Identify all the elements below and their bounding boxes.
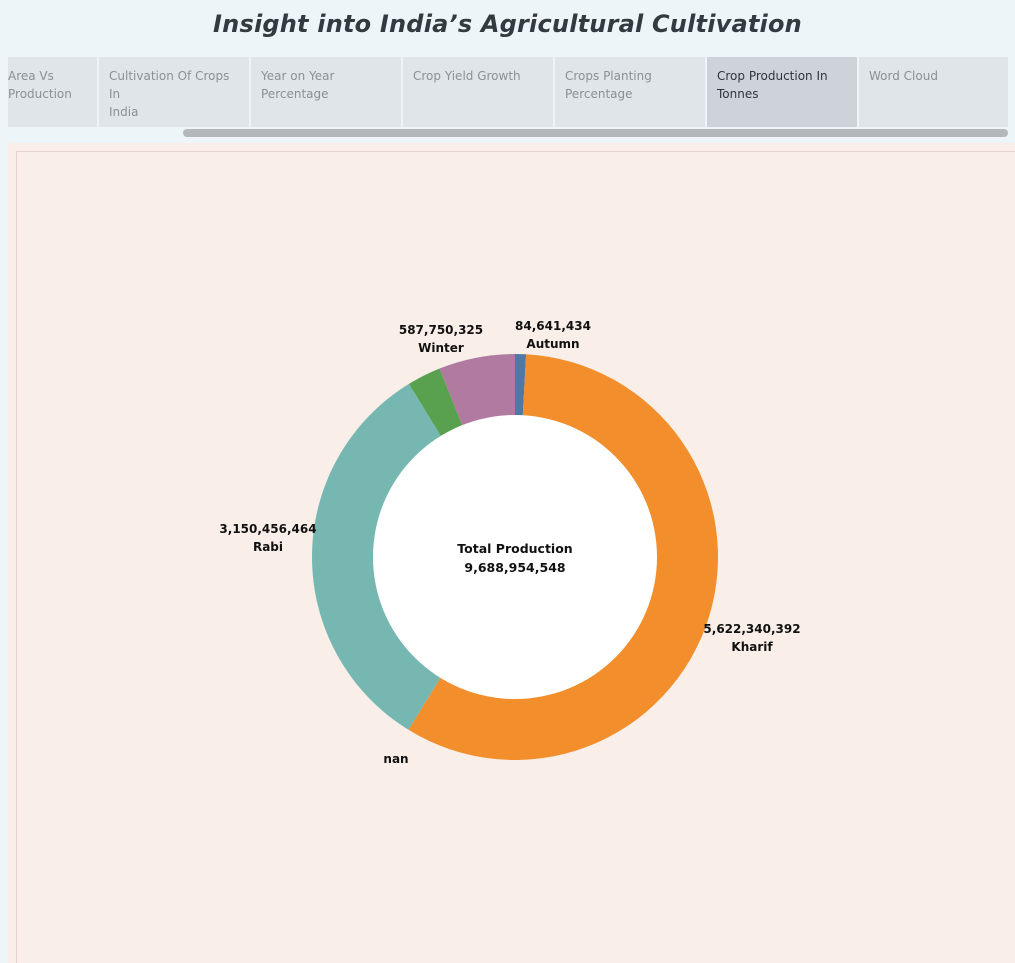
- tab-label-line2: Production: [8, 87, 72, 101]
- slice-value-label-winter: 587,750,325: [399, 323, 483, 337]
- tab-label-line1: Crop Yield Growth: [413, 69, 521, 83]
- center-value: 9,688,954,548: [464, 560, 565, 575]
- slice-value-label-rabi: 3,150,456,464: [219, 522, 316, 536]
- chart-container: [16, 151, 1015, 963]
- center-label: Total Production: [457, 541, 572, 556]
- slice-name-label-nan: nan: [383, 752, 408, 766]
- slice-name-label-winter: Winter: [418, 341, 464, 355]
- tab-label-line2: Tonnes: [717, 87, 759, 101]
- slice-value-label-kharif: 5,622,340,392: [703, 622, 800, 636]
- tab-crops-planting[interactable]: Crops Planting Percentage: [555, 57, 705, 127]
- dashboard-title: Insight into India’s Agricultural Cultiv…: [213, 10, 802, 38]
- tab-label-line2: India: [109, 105, 139, 119]
- tab-label-line1: Crop Production In: [717, 69, 828, 83]
- tab-crop-yield-growth[interactable]: Crop Yield Growth: [403, 57, 553, 127]
- tab-year-on-year[interactable]: Year on Year Percentage: [251, 57, 401, 127]
- tab-area-vs-production[interactable]: Area Vs Production: [8, 57, 97, 127]
- tab-label-line2: Percentage: [261, 87, 329, 101]
- tab-word-cloud[interactable]: Word Cloud: [859, 57, 1008, 127]
- tab-label-line1: Crops Planting: [565, 69, 652, 83]
- story-tab-bar: Area Vs Production Cultivation Of Crops …: [8, 57, 1008, 127]
- slice-name-label-rabi: Rabi: [253, 540, 283, 554]
- slice-value-label-autumn: 84,641,434: [515, 319, 591, 333]
- donut-hole: [373, 415, 657, 699]
- tab-label-line1: Word Cloud: [869, 69, 938, 83]
- slice-name-label-autumn: Autumn: [526, 337, 579, 351]
- tab-label-line1: Year on Year: [261, 69, 335, 83]
- tab-label-line2: Percentage: [565, 87, 633, 101]
- tab-cultivation-of-crops[interactable]: Cultivation Of Crops In India: [99, 57, 249, 127]
- tab-label-line1: Area Vs: [8, 69, 54, 83]
- tab-scrollbar[interactable]: [183, 129, 1008, 137]
- tab-label-line1: Cultivation Of Crops In: [109, 69, 230, 101]
- tab-crop-production[interactable]: Crop Production In Tonnes: [707, 57, 857, 127]
- slice-name-label-kharif: Kharif: [731, 640, 773, 654]
